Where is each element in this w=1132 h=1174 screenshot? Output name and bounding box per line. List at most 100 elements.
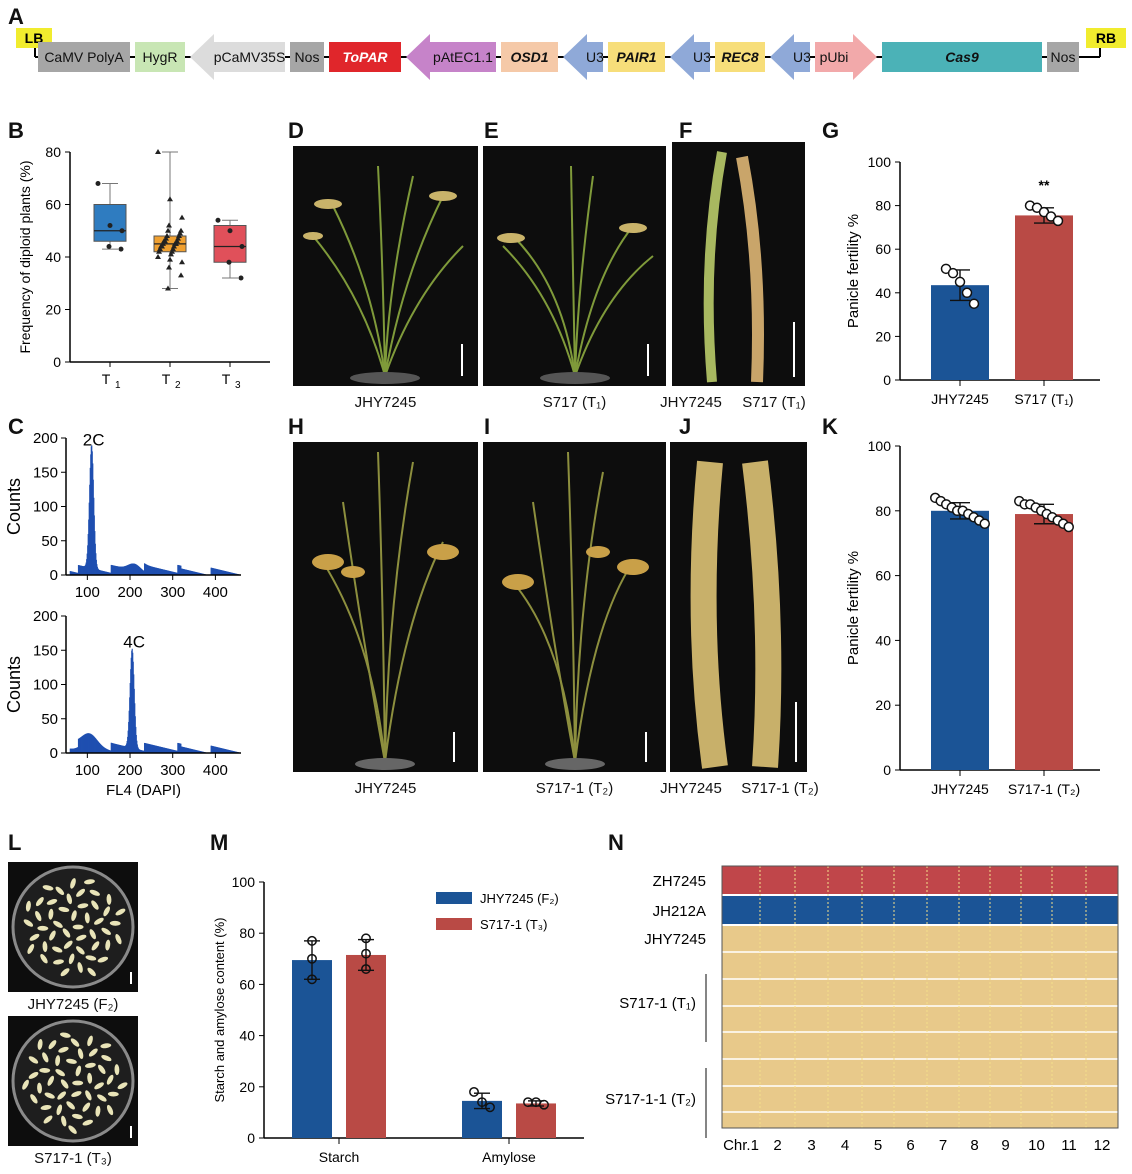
construct-element-pubi-12 <box>815 34 877 80</box>
seed <box>101 1054 112 1062</box>
x-tick-label: 100 <box>75 584 100 601</box>
caption-j2: S717-1 (T₂) <box>741 780 819 797</box>
seed <box>29 933 40 941</box>
data-point <box>166 264 172 270</box>
caption-i: S717-1 (T₂) <box>535 780 614 797</box>
column-label: 5 <box>874 1137 882 1154</box>
seed <box>70 878 76 889</box>
y-tick-label: 100 <box>33 677 58 694</box>
data-point <box>226 259 232 265</box>
seed <box>84 879 95 885</box>
y-tick-label: 40 <box>875 285 891 301</box>
seed <box>101 927 111 935</box>
seed <box>87 1072 93 1084</box>
seed <box>49 930 56 941</box>
data-point <box>361 933 371 944</box>
seed <box>106 1104 114 1116</box>
caption-f2: S717 (T₁) <box>742 394 806 411</box>
y-tick-label: 50 <box>41 533 58 550</box>
seed <box>58 1046 69 1053</box>
seed-dish-illustration <box>11 865 135 989</box>
column-label: 12 <box>1094 1137 1111 1154</box>
photo-plant-jhy7245 <box>293 146 478 386</box>
panel-label-e: E <box>484 118 499 143</box>
data-point <box>477 1097 487 1108</box>
seed <box>30 1094 38 1104</box>
data-point <box>155 254 161 259</box>
panel-label-n: N <box>608 830 624 855</box>
seed <box>42 1052 49 1063</box>
data-point <box>979 518 990 530</box>
construct-element-nos-3-label: Nos <box>295 49 320 65</box>
caption-j1: JHY7245 <box>660 780 722 797</box>
caption-d: JHY7245 <box>354 394 417 411</box>
seed <box>40 1105 52 1111</box>
photo-panicles-j <box>670 442 807 772</box>
panicle-illustration <box>690 460 797 769</box>
seed <box>77 1048 84 1059</box>
seed <box>48 908 54 920</box>
construct-element-u3-7-label: U3 <box>586 49 604 65</box>
seed <box>58 906 70 913</box>
seed <box>72 924 84 930</box>
seed <box>66 1101 75 1110</box>
seed <box>89 929 97 940</box>
data-point <box>178 272 184 278</box>
y-tick-label: 150 <box>33 642 58 659</box>
column-label: 3 <box>807 1137 815 1154</box>
panel-label-g: G <box>822 118 840 143</box>
bar-chart-panicle-fertility-g: 0 20 40 60 80 100 Panicle fertility % JHY7245 S7… <box>845 154 1100 407</box>
seed <box>87 967 96 977</box>
row-label: S717-1-1 (T₂) <box>605 1091 696 1108</box>
seed <box>94 1082 104 1090</box>
seed <box>72 1080 84 1086</box>
seed <box>23 919 34 927</box>
box <box>93 204 127 242</box>
seed <box>107 1091 119 1097</box>
seed <box>106 893 112 905</box>
construct-element-pair1-8 <box>608 42 665 72</box>
data-point <box>178 227 184 233</box>
y-tick-label: 20 <box>875 697 891 713</box>
y-tick-label: 100 <box>868 438 892 454</box>
caption-l2: S717-1 (T₃) <box>34 1150 112 1167</box>
panel-label-i: I <box>484 414 491 439</box>
seed <box>82 1119 94 1126</box>
data-point <box>954 276 966 288</box>
seed-dish-illustration <box>11 1019 135 1143</box>
x-tick-label: S717-1 (T₂) <box>1008 781 1080 797</box>
seed <box>75 1065 82 1077</box>
y-tick-label: 40 <box>239 1028 255 1044</box>
x-tick-label: 200 <box>118 584 143 601</box>
y-axis-label: Frequency of diploid plants (%) <box>17 161 33 354</box>
heatmap-row-jh212a <box>722 896 1118 924</box>
construct-element-pair1-8-label: PAIR1 <box>616 49 656 65</box>
data-point <box>106 244 112 249</box>
x-tick-subscript: 1 <box>115 380 121 391</box>
seed <box>71 910 77 921</box>
seed <box>115 934 122 945</box>
column-label: 10 <box>1028 1137 1045 1154</box>
y-tick-label: 100 <box>868 154 892 170</box>
seed <box>55 1069 65 1077</box>
x-tick-label: T <box>162 371 171 387</box>
seed <box>37 925 49 931</box>
seed <box>68 953 75 965</box>
heatmap-frame <box>721 865 1119 1129</box>
seed <box>52 946 63 953</box>
data-point <box>165 227 171 233</box>
x-tick-label: 200 <box>118 762 143 779</box>
data-point <box>361 964 371 974</box>
photo-plant-s717 <box>483 146 666 386</box>
photo-seeds-s717-1 <box>8 1016 138 1146</box>
data-point <box>307 974 317 985</box>
y-tick-label: 0 <box>50 745 58 762</box>
seed <box>88 1048 98 1057</box>
construct-element-u3-11 <box>770 34 810 80</box>
construct-element-pcamv35s-2-label: pCaMV35S <box>214 49 286 65</box>
seed <box>42 885 54 891</box>
seed <box>76 946 85 955</box>
seed <box>94 917 104 925</box>
data-point <box>95 181 101 186</box>
